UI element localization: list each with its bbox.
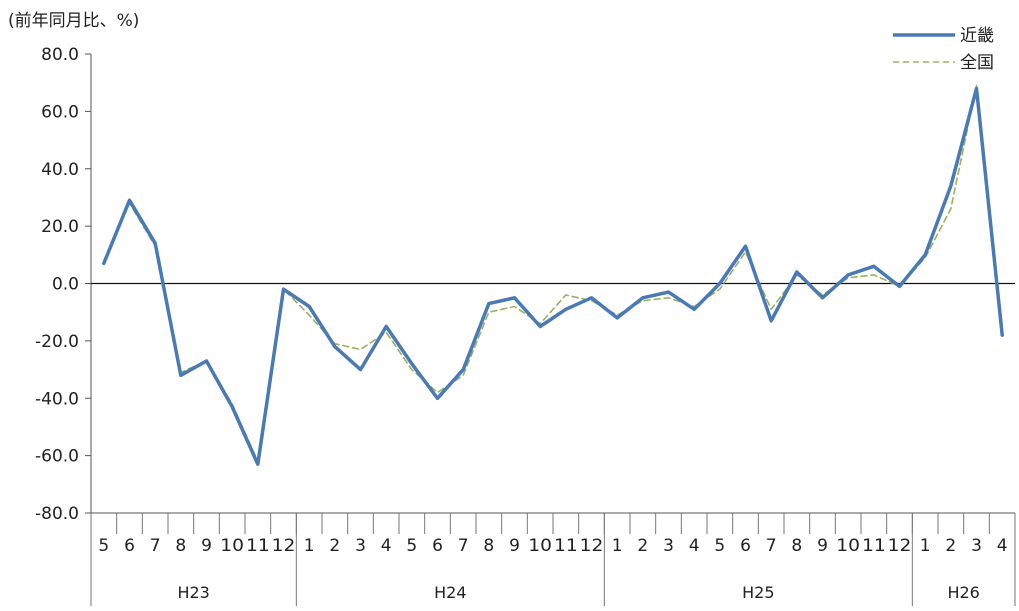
x-tick-label: 12 [272,536,296,556]
y-tick-label: -20.0 [35,332,79,352]
x-tick-label: 4 [997,536,1008,556]
x-tick-label: 8 [483,536,494,556]
x-tick-label: 1 [612,536,623,556]
x-group-label: H23 [177,583,209,602]
x-tick-label: 10 [836,536,860,556]
x-tick-label: 6 [432,536,443,556]
x-tick-label: 3 [971,536,982,556]
x-tick-label: 4 [381,536,392,556]
x-tick-label: 7 [458,536,469,556]
legend-label-1: 全国 [960,53,994,73]
x-group-label: H25 [742,583,774,602]
x-tick-label: 8 [791,536,802,556]
x-tick-label: 12 [888,536,912,556]
x-tick-label: 7 [150,536,161,556]
x-tick-label: 5 [98,536,109,556]
x-tick-label: 6 [124,536,135,556]
y-tick-label: 80.0 [41,45,79,65]
x-tick-label: 5 [406,536,417,556]
y-tick-label: -80.0 [35,504,79,524]
x-tick-label: 11 [246,536,270,556]
x-tick-label: 2 [329,536,340,556]
x-tick-label: 10 [528,536,552,556]
x-group-label: H24 [434,583,466,602]
y-tick-label: 40.0 [41,160,79,180]
x-tick-label: 1 [304,536,315,556]
x-group-label: H26 [947,583,979,602]
x-tick-label: 9 [509,536,520,556]
x-tick-label: 11 [862,536,886,556]
x-tick-label: 9 [817,536,828,556]
x-tick-label: 4 [689,536,700,556]
y-tick-label: 60.0 [41,102,79,122]
x-tick-label: 1 [920,536,931,556]
y-tick-label: -40.0 [35,389,79,409]
x-tick-label: 10 [220,536,244,556]
x-tick-label: 9 [201,536,212,556]
y-tick-label: -60.0 [35,447,79,467]
x-tick-label: 8 [175,536,186,556]
series-line-0 [102,86,1004,466]
x-tick-label: 3 [355,536,366,556]
series-line-1 [103,84,1004,463]
y-tick-label: 0.0 [52,275,79,295]
y-tick-label: 20.0 [41,217,79,237]
x-tick-label: 12 [580,536,604,556]
x-tick-label: 5 [714,536,725,556]
x-tick-label: 3 [663,536,674,556]
legend-label-0: 近畿 [960,26,994,46]
x-tick-label: 2 [945,536,956,556]
x-tick-label: 11 [554,536,578,556]
y-axis-unit-label: (前年同月比、%) [8,11,139,31]
x-tick-label: 2 [637,536,648,556]
x-tick-label: 7 [766,536,777,556]
x-tick-label: 6 [740,536,751,556]
